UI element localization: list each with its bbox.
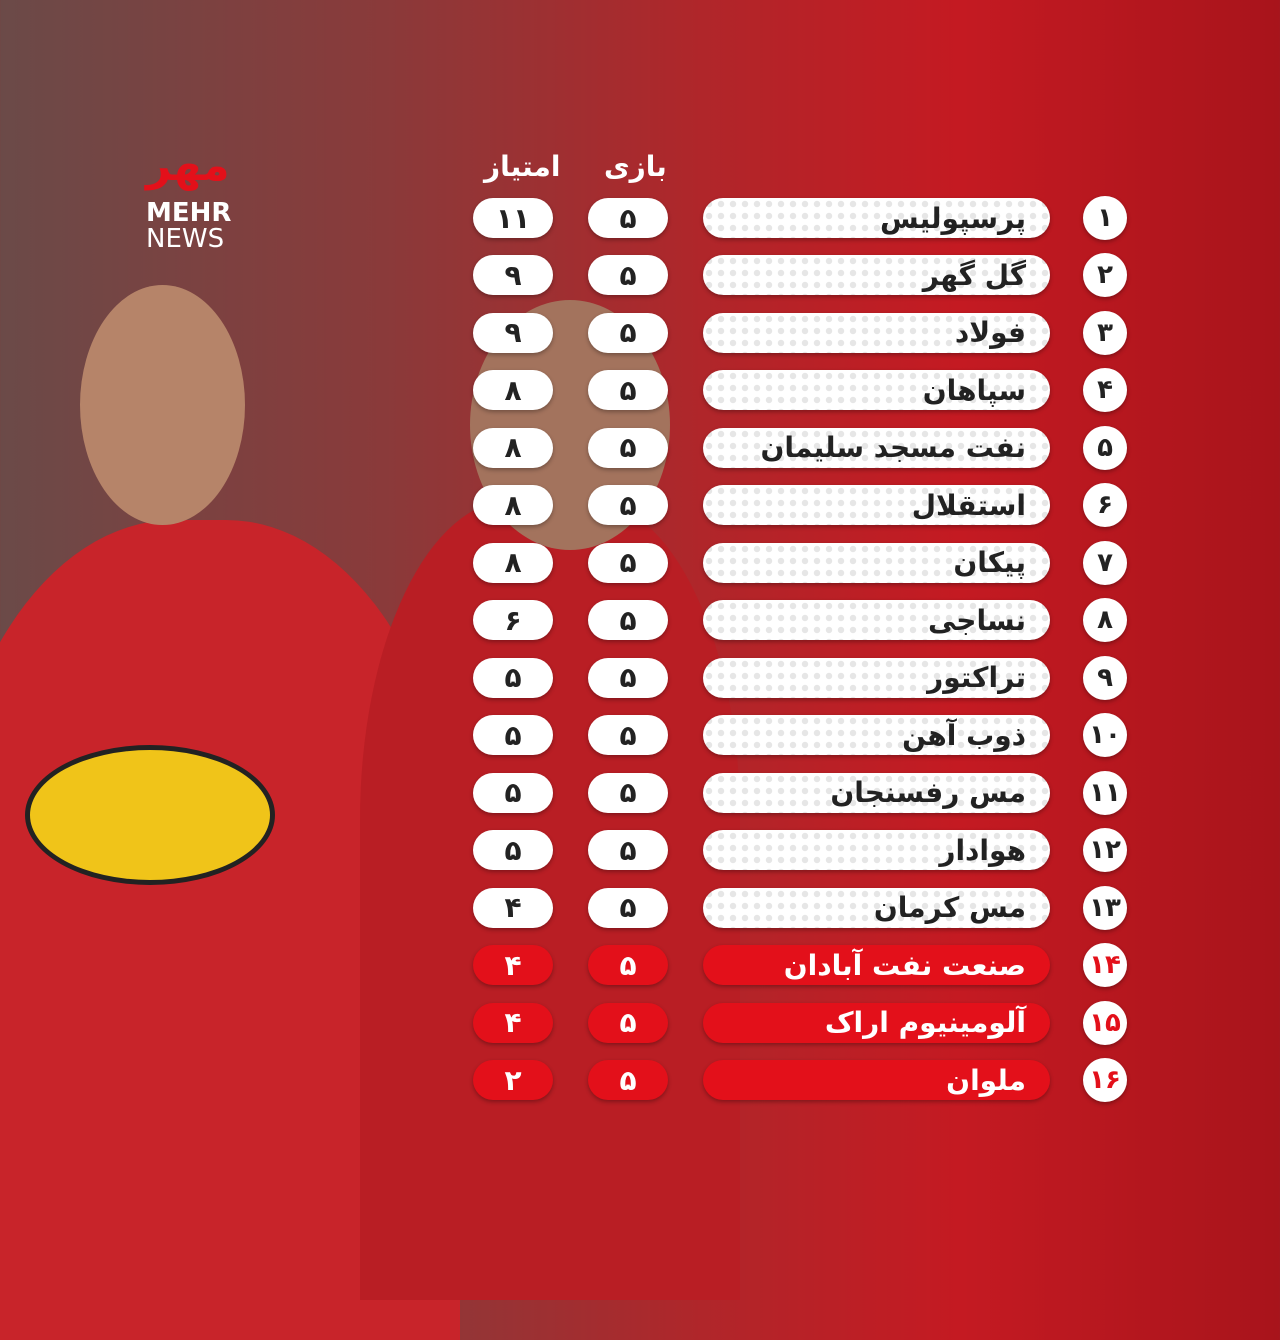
points: ۸ — [473, 485, 553, 526]
team-name: تراکتور — [703, 657, 1050, 698]
team-name: فولاد — [703, 312, 1050, 353]
games-played: ۵ — [588, 830, 668, 871]
games-played: ۵ — [588, 312, 668, 353]
rank-badge: ۵ — [1083, 425, 1127, 470]
team-name: نفت مسجد سلیمان — [703, 427, 1050, 468]
points: ۹ — [473, 312, 553, 353]
rank-badge: ۶ — [1083, 483, 1127, 528]
games-played: ۵ — [588, 1060, 668, 1101]
games-played: ۵ — [588, 887, 668, 928]
points: ۲ — [473, 1060, 553, 1101]
rank-badge: ۹ — [1083, 655, 1127, 700]
rank-badge: ۱۱ — [1083, 770, 1127, 815]
rank-badge: ۱۰ — [1083, 713, 1127, 758]
rank-badge: ۱ — [1083, 196, 1127, 240]
team-name: سپاهان — [703, 370, 1050, 411]
rank-badge: ۱۲ — [1083, 828, 1127, 873]
logo-text: MEHR — [146, 198, 232, 228]
team-name: ذوب آهن — [703, 715, 1050, 756]
team-name: گل گهر — [703, 255, 1050, 296]
team-name: مس کرمان — [703, 887, 1050, 928]
team-name: نساجی — [703, 600, 1050, 641]
team-name: استقلال — [703, 485, 1050, 526]
rank-badge: ۱۳ — [1083, 885, 1127, 930]
rank-badge: ۲ — [1083, 253, 1127, 298]
points: ۱۱ — [473, 198, 553, 238]
games-played: ۵ — [588, 427, 668, 468]
rank-badge: ۳ — [1083, 310, 1127, 355]
rank-badge: ۷ — [1083, 540, 1127, 585]
games-played: ۵ — [588, 255, 668, 296]
games-played: ۵ — [588, 542, 668, 583]
rank-badge: ۸ — [1083, 598, 1127, 643]
games-played: ۵ — [588, 715, 668, 756]
games-played: ۵ — [588, 370, 668, 411]
games-played: ۵ — [588, 657, 668, 698]
points: ۵ — [473, 772, 553, 813]
points: ۴ — [473, 945, 553, 986]
points: ۵ — [473, 657, 553, 698]
rank-badge: ۱۴ — [1083, 943, 1127, 988]
team-name: ملوان — [703, 1060, 1050, 1101]
rank-badge: ۴ — [1083, 368, 1127, 413]
points: ۸ — [473, 370, 553, 411]
team-name: مس رفسنجان — [703, 772, 1050, 813]
team-name: پیکان — [703, 542, 1050, 583]
team-name: صنعت نفت آبادان — [703, 945, 1050, 986]
games-played: ۵ — [588, 485, 668, 526]
logo-mark: مهر — [146, 140, 230, 191]
points: ۵ — [473, 715, 553, 756]
games-played: ۵ — [588, 198, 668, 238]
points: ۸ — [473, 542, 553, 583]
column-header: امتیاز — [484, 150, 561, 183]
points: ۸ — [473, 427, 553, 468]
team-name: هوادار — [703, 830, 1050, 871]
games-played: ۵ — [588, 945, 668, 986]
rank-badge: ۱۵ — [1083, 1000, 1127, 1045]
points: ۵ — [473, 830, 553, 871]
points: ۶ — [473, 600, 553, 641]
logo-text: NEWS — [146, 224, 225, 254]
team-name: آلومینیوم اراک — [703, 1002, 1050, 1043]
column-header: بازی — [604, 150, 667, 183]
games-played: ۵ — [588, 1002, 668, 1043]
points: ۹ — [473, 255, 553, 296]
games-played: ۵ — [588, 772, 668, 813]
team-name: پرسپولیس — [703, 198, 1050, 238]
rank-badge: ۱۶ — [1083, 1058, 1127, 1103]
games-played: ۵ — [588, 600, 668, 641]
points: ۴ — [473, 887, 553, 928]
points: ۴ — [473, 1002, 553, 1043]
